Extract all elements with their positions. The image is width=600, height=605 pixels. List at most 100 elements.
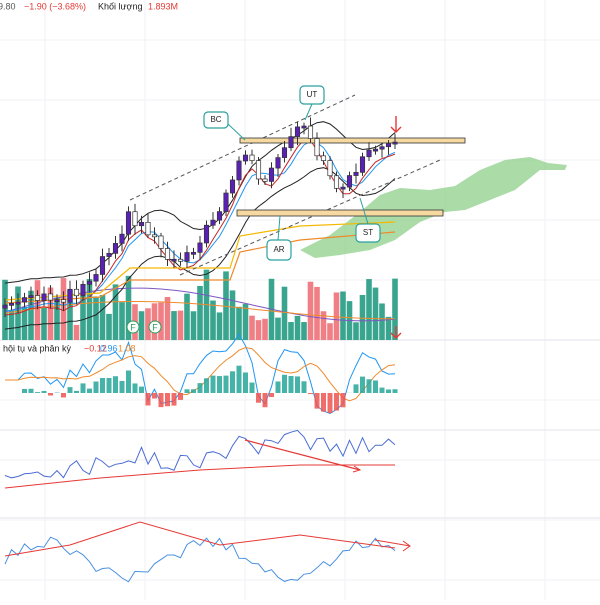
candle-body bbox=[250, 155, 254, 161]
volume-bar bbox=[158, 303, 164, 340]
marker-label: F bbox=[130, 322, 136, 332]
macd-value: 0.96 bbox=[100, 343, 118, 353]
candle-body bbox=[289, 137, 293, 148]
macd-histogram bbox=[204, 378, 209, 393]
macd-histogram bbox=[308, 393, 313, 394]
candle-body bbox=[295, 127, 299, 137]
candle-body bbox=[217, 212, 221, 221]
volume-bar bbox=[106, 314, 112, 340]
macd-histogram bbox=[198, 383, 203, 393]
price: 9.80 bbox=[0, 1, 16, 11]
candle-body bbox=[48, 294, 52, 300]
macd-histogram bbox=[35, 392, 40, 393]
candle-body bbox=[367, 150, 371, 157]
volume-bar bbox=[191, 311, 197, 340]
candle-body bbox=[321, 156, 325, 161]
volume-bar bbox=[301, 322, 307, 340]
macd-histogram bbox=[22, 389, 27, 393]
volume-bar bbox=[178, 311, 184, 340]
candle-body bbox=[120, 234, 124, 243]
macd-histogram bbox=[217, 376, 222, 393]
ichimoku-cloud bbox=[300, 157, 567, 258]
osc-ma bbox=[5, 522, 395, 556]
macd-histogram bbox=[74, 391, 79, 393]
macd-histogram bbox=[133, 383, 138, 393]
candle-body bbox=[81, 284, 85, 295]
volume-bar bbox=[165, 297, 171, 340]
macd-histogram bbox=[282, 375, 287, 393]
macd-histogram bbox=[315, 393, 320, 409]
candle-body bbox=[146, 222, 150, 234]
macd-histogram bbox=[159, 393, 164, 407]
candle-body bbox=[42, 294, 46, 301]
rsi-line bbox=[5, 430, 395, 477]
macd-histogram bbox=[230, 371, 235, 393]
candle-body bbox=[55, 300, 59, 302]
volume-bar bbox=[217, 312, 223, 340]
callout: BC bbox=[204, 112, 245, 140]
macd-histogram bbox=[68, 387, 73, 393]
candle-body bbox=[302, 126, 306, 128]
candle-body bbox=[282, 148, 286, 158]
macd-histogram bbox=[165, 393, 170, 406]
macd-histogram bbox=[126, 371, 131, 393]
price-change: −1.90 (−3.68%) bbox=[24, 1, 86, 11]
candle-body bbox=[35, 296, 39, 301]
callout-label: UT bbox=[307, 90, 318, 99]
volume-bar bbox=[35, 280, 41, 340]
macd-histogram bbox=[81, 383, 86, 393]
candle-body bbox=[237, 161, 241, 180]
macd-histogram bbox=[354, 384, 359, 393]
macd-histogram bbox=[172, 393, 177, 406]
macd-histogram bbox=[185, 389, 190, 393]
volume-value: 1.893M bbox=[148, 1, 178, 11]
volume-bar bbox=[327, 323, 333, 340]
macd-histogram bbox=[94, 382, 99, 393]
macd-histogram bbox=[341, 393, 346, 407]
volume-bar bbox=[223, 271, 229, 340]
macd-histogram bbox=[48, 393, 53, 396]
macd-histogram bbox=[380, 388, 385, 393]
candle-body bbox=[191, 252, 195, 254]
volume-bar bbox=[249, 316, 255, 340]
macd-histogram bbox=[224, 376, 229, 393]
volume-bar bbox=[119, 302, 125, 340]
candle-body bbox=[198, 243, 202, 252]
support-zone bbox=[237, 210, 443, 216]
rsi-ma bbox=[5, 465, 395, 488]
volume-bar bbox=[262, 319, 268, 340]
osc-line bbox=[5, 537, 395, 582]
candle-body bbox=[126, 212, 130, 234]
candle-body bbox=[22, 298, 26, 303]
macd-histogram bbox=[256, 393, 261, 403]
macd-histogram bbox=[276, 381, 281, 393]
signal-arrow bbox=[391, 116, 401, 132]
volume-bar bbox=[353, 322, 359, 340]
macd-value: 1.08 bbox=[118, 343, 136, 353]
macd-histogram bbox=[302, 381, 307, 393]
volume-bar bbox=[80, 296, 86, 340]
volume-bar bbox=[360, 295, 366, 340]
volume-bar bbox=[308, 282, 314, 340]
candle-body bbox=[3, 305, 7, 308]
candle-body bbox=[9, 303, 13, 305]
candle-body bbox=[347, 176, 351, 188]
volume-bar bbox=[230, 290, 236, 340]
macd-histogram bbox=[321, 393, 326, 412]
volume-bar bbox=[334, 292, 340, 340]
macd-histogram bbox=[191, 389, 196, 393]
volume-bar bbox=[275, 318, 281, 340]
volume-bar bbox=[340, 291, 346, 340]
callout-label: BC bbox=[210, 115, 221, 124]
macd-histogram bbox=[373, 380, 378, 393]
candle-body bbox=[393, 142, 397, 144]
volume-bar bbox=[373, 288, 379, 340]
candle-body bbox=[263, 179, 267, 181]
volume-bar bbox=[74, 325, 80, 340]
candle-body bbox=[29, 296, 33, 298]
macd-histogram bbox=[211, 376, 216, 393]
volume-bar bbox=[314, 287, 320, 340]
candle-body bbox=[172, 259, 176, 261]
callout-label: ST bbox=[363, 228, 373, 237]
macd-histogram bbox=[29, 389, 34, 393]
